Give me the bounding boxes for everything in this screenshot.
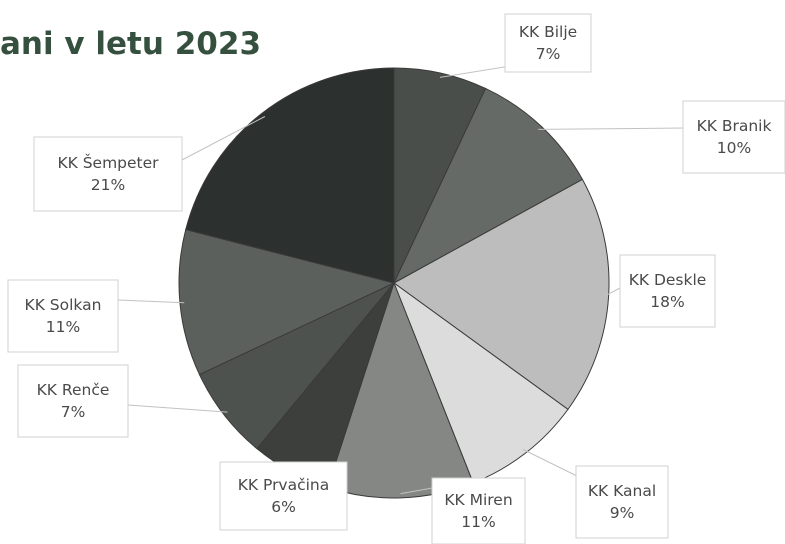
leader-line-6 [127,404,228,413]
slice-label-value-8: 21% [91,176,125,194]
slice-label-name-2: KK Deskle [629,271,707,289]
slice-label-name-7: KK Solkan [25,296,102,314]
pie-slices [178,67,610,499]
slice-label-box-1 [682,100,785,174]
slice-label-value-7: 11% [46,318,80,336]
slice-label-value-1: 10% [717,139,751,157]
slice-label-value-4: 11% [461,513,495,531]
slice-label-name-1: KK Branik [697,117,772,135]
slice-label-box-4 [431,477,526,544]
leader-line-7 [117,299,185,304]
leader-line-1 [538,127,687,130]
slice-label-value-2: 18% [650,293,684,311]
leader-line-2 [604,286,623,297]
slice-label-value-0: 7% [536,45,561,63]
slice-label-box-6 [17,364,129,438]
slice-label-box-2 [619,254,716,328]
leader-line-8 [181,116,266,161]
slice-label-name-5: KK Prvačina [238,476,330,494]
pie-slice-8 [185,67,395,284]
slice-label-name-3: KK Kanal [588,482,656,500]
slice-label-box-3 [575,465,669,539]
slice-label-name-8: KK Šempeter [57,153,159,172]
pie-slice-7 [178,228,396,376]
slice-label-value-6: 7% [61,403,86,421]
slice-label-value-3: 9% [610,504,635,522]
pie-slice-2 [393,178,610,411]
slice-label-box-0 [504,13,592,73]
slice-label-box-7 [7,279,119,353]
slice-label-name-6: KK Renče [37,381,110,399]
pie-slice-1 [392,87,584,285]
slice-label-box-5 [219,461,348,531]
leader-line-3 [522,449,580,478]
slice-label-name-0: KK Bilje [519,23,577,41]
slice-label-box-8 [33,136,183,212]
slice-label-name-4: KK Miren [444,491,512,509]
page-title: ani v letu 2023 [0,26,262,62]
slice-label-value-5: 6% [271,498,296,516]
slice-labels: KK Bilje 7% KK Branik 10% KK Deskle 18% KK Kan… [7,13,785,544]
